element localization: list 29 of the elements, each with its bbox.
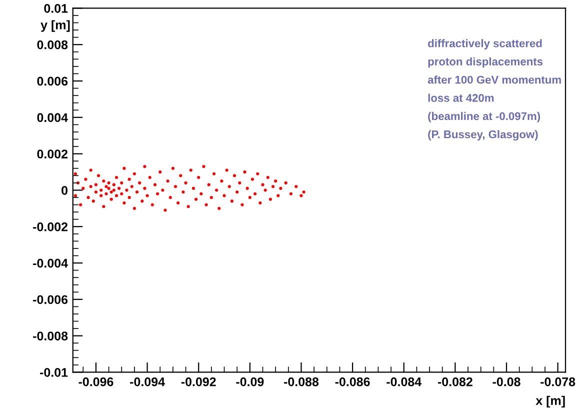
x-tick-label: -0.082 bbox=[438, 377, 472, 386]
y-tick-label: 0.008 bbox=[37, 40, 68, 50]
x-tick-label: -0.088 bbox=[284, 377, 319, 386]
annotation: (P. Bussey, Glasgow) bbox=[428, 130, 538, 141]
annotation: after 100 GeV momentum bbox=[428, 76, 561, 84]
x-tick-label: -0.092 bbox=[181, 377, 216, 386]
y-tick-label: -0.008 bbox=[33, 332, 68, 340]
y-tick-label: -0.006 bbox=[33, 295, 68, 304]
x-tick-label: -0.078 bbox=[540, 377, 576, 386]
annotation: diffractively scattered bbox=[428, 39, 542, 50]
y-axis-title: y [m] bbox=[40, 20, 70, 32]
annotation: proton displacements bbox=[428, 57, 543, 68]
x-tick-label: -0.096 bbox=[78, 377, 114, 386]
annotation: loss at 420m bbox=[428, 94, 494, 102]
x-tick-label: -0.09 bbox=[236, 377, 264, 386]
y-tick-label: -0.002 bbox=[33, 222, 68, 232]
x-axis-title: x [m] bbox=[536, 396, 565, 408]
y-tick-label: 0.002 bbox=[37, 150, 68, 158]
y-tick-label: -0.01 bbox=[40, 368, 68, 377]
y-tick-label: 0 bbox=[62, 186, 68, 195]
y-tick-label: 0.006 bbox=[37, 76, 68, 86]
x-tick-label: -0.086 bbox=[335, 377, 370, 386]
x-tick-label: -0.094 bbox=[130, 377, 165, 386]
annotation: (beamline at -0.097m) bbox=[428, 112, 540, 122]
y-tick-label: -0.004 bbox=[33, 258, 68, 268]
y-tick-label: 0.004 bbox=[37, 113, 68, 122]
x-tick-label: -0.08 bbox=[492, 377, 520, 386]
x-tick-label: -0.084 bbox=[386, 377, 422, 386]
y-tick-label: 0.01 bbox=[44, 4, 68, 13]
